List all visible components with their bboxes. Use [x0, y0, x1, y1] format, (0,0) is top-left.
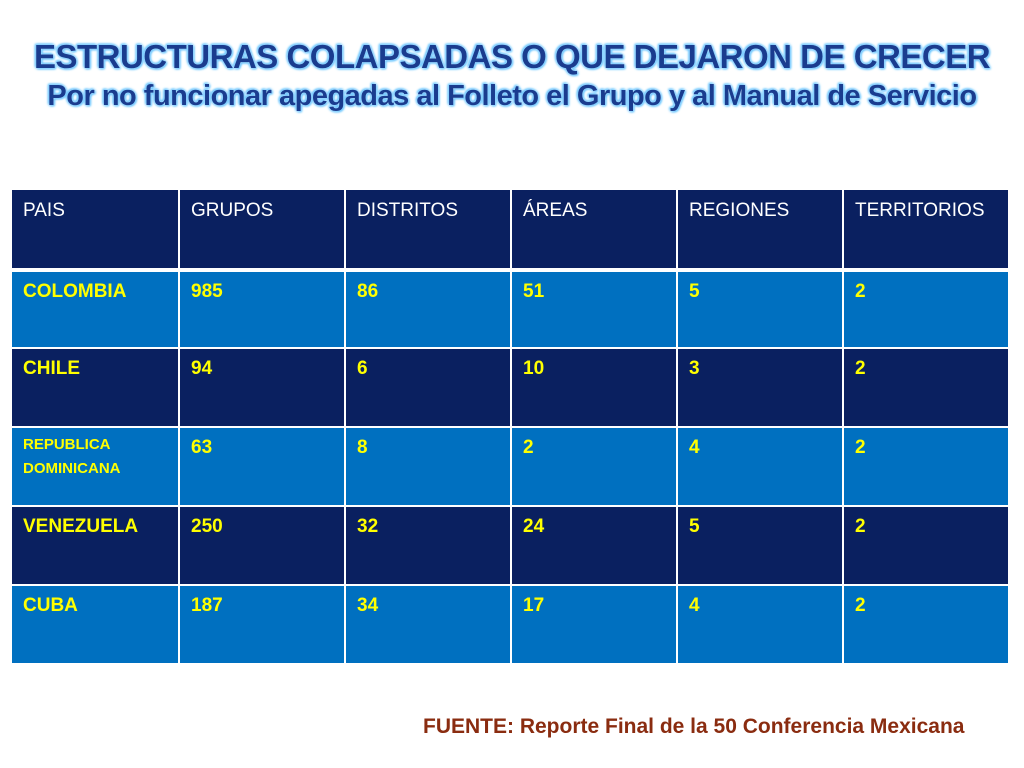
- areas-cell: 24: [510, 505, 676, 584]
- grupos-cell: 985: [178, 268, 344, 347]
- territorios-cell: 2: [842, 426, 1008, 505]
- column-header-pais: PAIS: [12, 190, 178, 268]
- areas-cell: 10: [510, 347, 676, 426]
- table-row: CHILE 94 6 10 3 2: [12, 347, 1008, 426]
- territorios-cell: 2: [842, 347, 1008, 426]
- regiones-cell: 4: [676, 426, 842, 505]
- title-block: ESTRUCTURAS COLAPSADAS O QUE DEJARON DE …: [0, 36, 1024, 114]
- page-title: ESTRUCTURAS COLAPSADAS O QUE DEJARON DE …: [33, 38, 991, 75]
- distritos-cell: 32: [344, 505, 510, 584]
- column-header-areas: ÁREAS: [510, 190, 676, 268]
- grupos-cell: 187: [178, 584, 344, 663]
- distritos-cell: 34: [344, 584, 510, 663]
- table-row: REPUBLICA DOMINICANA 63 8 2 4 2: [12, 426, 1008, 505]
- column-header-regiones: REGIONES: [676, 190, 842, 268]
- regiones-cell: 5: [676, 505, 842, 584]
- grupos-cell: 63: [178, 426, 344, 505]
- table-row: COLOMBIA 985 86 51 5 2: [12, 268, 1008, 347]
- country-cell: COLOMBIA: [12, 268, 178, 347]
- territorios-cell: 2: [842, 584, 1008, 663]
- grupos-cell: 250: [178, 505, 344, 584]
- source-text: FUENTE: Reporte Final de la 50 Conferenc…: [423, 715, 965, 738]
- structures-table: PAIS GRUPOS DISTRITOS ÁREAS REGIONES TER…: [12, 190, 1008, 663]
- country-cell: CHILE: [12, 347, 178, 426]
- distritos-cell: 86: [344, 268, 510, 347]
- territorios-cell: 2: [842, 268, 1008, 347]
- source-note: FUENTE: Reporte Final de la 50 Conferenc…: [0, 715, 1024, 739]
- distritos-cell: 8: [344, 426, 510, 505]
- regiones-cell: 4: [676, 584, 842, 663]
- column-header-distritos: DISTRITOS: [344, 190, 510, 268]
- country-cell: CUBA: [12, 584, 178, 663]
- regiones-cell: 3: [676, 347, 842, 426]
- column-header-grupos: GRUPOS: [178, 190, 344, 268]
- areas-cell: 2: [510, 426, 676, 505]
- country-cell: REPUBLICA DOMINICANA: [12, 426, 178, 505]
- grupos-cell: 94: [178, 347, 344, 426]
- table-header-row: PAIS GRUPOS DISTRITOS ÁREAS REGIONES TER…: [12, 190, 1008, 268]
- areas-cell: 51: [510, 268, 676, 347]
- territorios-cell: 2: [842, 505, 1008, 584]
- table-row: CUBA 187 34 17 4 2: [12, 584, 1008, 663]
- table-row: VENEZUELA 250 32 24 5 2: [12, 505, 1008, 584]
- page-subtitle: Por no funcionar apegadas al Folleto el …: [47, 80, 977, 112]
- country-cell: VENEZUELA: [12, 505, 178, 584]
- areas-cell: 17: [510, 584, 676, 663]
- column-header-territorios: TERRITORIOS: [842, 190, 1008, 268]
- distritos-cell: 6: [344, 347, 510, 426]
- regiones-cell: 5: [676, 268, 842, 347]
